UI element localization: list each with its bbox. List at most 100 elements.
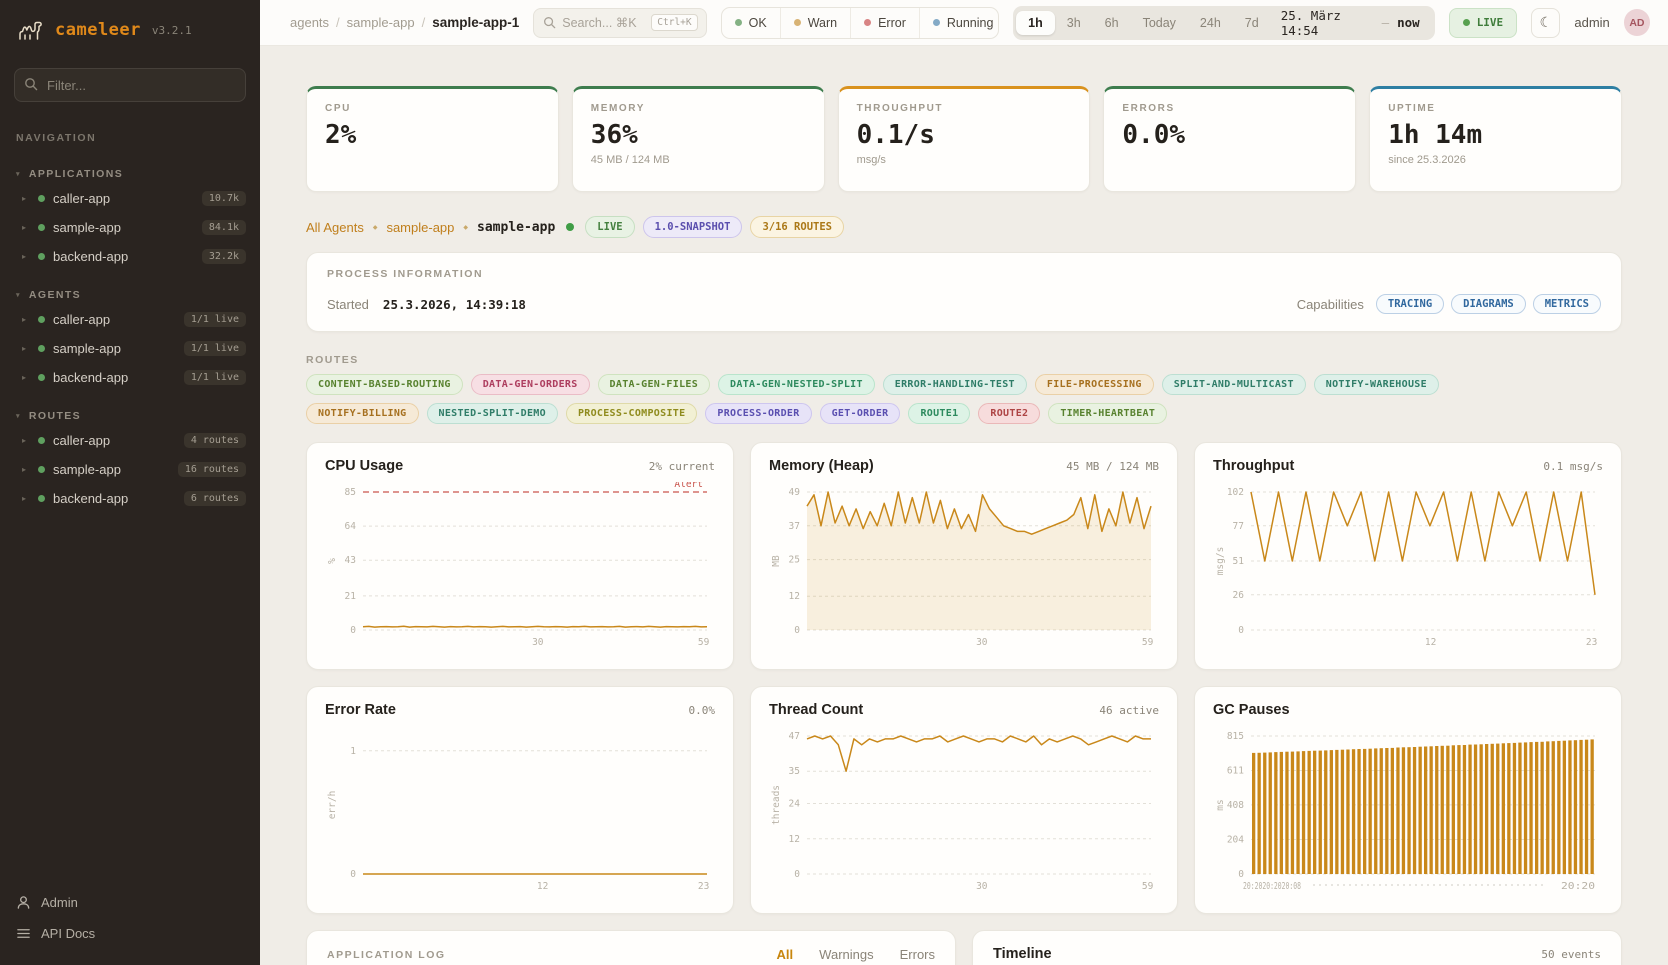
range-button-today[interactable]: Today (1142, 15, 1176, 30)
range-button-6h[interactable]: 6h (1104, 15, 1119, 30)
date-to: now (1397, 15, 1420, 30)
svg-text:611: 611 (1227, 766, 1244, 777)
application-log-header: APPLICATION LOG All Warnings Errors (307, 931, 955, 965)
svg-text:47: 47 (789, 731, 800, 742)
nav-section-label: AGENTS (28, 289, 82, 301)
breadcrumb-separator: / (336, 15, 340, 30)
chart-panel-thread-count: Thread Count 46 active 0 12 24 35 47 threads 30 5… (750, 686, 1178, 914)
route-chip-notify-billing[interactable]: NOTIFY-BILLING (306, 403, 419, 424)
time-range-group: 1h 3h 6h Today 24h 7d 25. März 14:54 — now (1013, 5, 1435, 40)
caret-down-icon: ▾ (16, 171, 21, 178)
route-chip-process-order[interactable]: PROCESS-ORDER (705, 403, 812, 424)
range-buttons: 1h 3h 6h Today 24h 7d (1016, 10, 1271, 35)
sidebar-filter (14, 68, 246, 102)
range-button-1h[interactable]: 1h (1016, 10, 1055, 35)
status-dot-icon (38, 374, 45, 381)
route-chip-data-gen-files[interactable]: DATA-GEN-FILES (597, 374, 711, 395)
status-filter-warn[interactable]: Warn (781, 7, 852, 38)
breadcrumb-sample-app-1[interactable]: sample-app-1 (432, 15, 520, 30)
sidebar-item-api-docs[interactable]: API Docs (16, 918, 244, 949)
route-chip-data-gen-orders[interactable]: DATA-GEN-ORDERS (470, 374, 590, 395)
sidebar-item-routes-sample-app[interactable]: ▸ sample-app 16 routes (0, 455, 260, 484)
status-filter-running[interactable]: Running (920, 8, 998, 38)
capability-pills: TRACING DIAGRAMS METRICS (1375, 294, 1601, 314)
user-name[interactable]: admin (1574, 15, 1610, 30)
range-button-3h[interactable]: 3h (1066, 15, 1081, 30)
status-filter-label: Error (878, 15, 906, 30)
route-chip-file-processing[interactable]: FILE-PROCESSING (1034, 374, 1154, 395)
agent-link-all-agents[interactable]: All Agents (306, 219, 364, 235)
agent-link-sample-app[interactable]: sample-app (386, 219, 455, 235)
chart-header: Error Rate 0.0% (325, 702, 715, 718)
nav-section-header-agents[interactable]: ▾ AGENTS (0, 285, 260, 305)
sidebar-item-routes-backend-app[interactable]: ▸ backend-app 6 routes (0, 484, 260, 513)
range-button-7d[interactable]: 7d (1244, 15, 1259, 30)
status-dot-icon (38, 466, 45, 473)
stats-row: CPU 2% MEMORY 36% 45 MB / 124 MB THROUGHPUT 0.… (306, 86, 1622, 192)
svg-text:102: 102 (1227, 487, 1244, 498)
chevron-right-icon: ▸ (22, 194, 27, 203)
route-chip-process-composite[interactable]: PROCESS-COMPOSITE (565, 403, 698, 424)
stat-label: THROUGHPUT (856, 103, 944, 114)
log-tab-warnings[interactable]: Warnings (819, 947, 874, 962)
status-filter-error[interactable]: Error (851, 7, 920, 38)
theme-toggle-button[interactable]: ☾ (1531, 7, 1561, 38)
route-chip-notify-warehouse[interactable]: NOTIFY-WAREHOUSE (1313, 374, 1439, 395)
stat-value: 1h 14m (1388, 120, 1483, 150)
nav-item-badge: 16 routes (177, 462, 246, 477)
route-chip-route2[interactable]: ROUTE2 (978, 403, 1041, 424)
agent-badge-1-0-snapshot: 1.0-SNAPSHOT (642, 216, 743, 238)
svg-text:MB: MB (771, 555, 782, 567)
status-dot-icon (38, 437, 45, 444)
route-chip-get-order[interactable]: GET-ORDER (819, 403, 901, 424)
sidebar-item-applications-sample-app[interactable]: ▸ sample-app 84.1k (0, 213, 260, 242)
svg-text:49: 49 (789, 487, 801, 498)
charts-grid: CPU Usage 2% current 0 21 43 64 85 Alert% 30 59 Me… (306, 442, 1622, 914)
app-name: cameleer (55, 20, 141, 40)
sidebar-item-applications-caller-app[interactable]: ▸ caller-app 10.7k (0, 184, 260, 213)
nav-item-name: caller-app (53, 312, 111, 327)
avatar[interactable]: AD (1623, 9, 1651, 36)
sidebar-item-agents-backend-app[interactable]: ▸ backend-app 1/1 live (0, 363, 260, 392)
nav-section-routes: ▾ ROUTES ▸ caller-app 4 routes ▸ sample-app 16 … (0, 406, 260, 513)
process-info-panel: PROCESS INFORMATION Started 25.3.2026, 1… (306, 252, 1622, 332)
breadcrumb-sample-app[interactable]: sample-app (346, 15, 415, 30)
svg-text:23: 23 (1586, 637, 1597, 648)
sidebar-footer: Admin API Docs (0, 881, 260, 965)
chart-panel-cpu-usage: CPU Usage 2% current 0 21 43 64 85 Alert% 30 59 (306, 442, 734, 670)
svg-text:23: 23 (698, 881, 709, 892)
route-chip-timer-heartbeat[interactable]: TIMER-HEARTBEAT (1048, 403, 1168, 424)
docs-icon (17, 929, 30, 938)
stat-label: ERRORS (1122, 103, 1175, 114)
nav-item-name: caller-app (53, 191, 111, 206)
search-input[interactable] (562, 15, 646, 30)
nav-section-header-routes[interactable]: ▾ ROUTES (0, 406, 260, 426)
svg-text:408: 408 (1227, 800, 1244, 811)
sidebar-item-routes-caller-app[interactable]: ▸ caller-app 4 routes (0, 426, 260, 455)
route-chip-error-handling-test[interactable]: ERROR-HANDLING-TEST (882, 374, 1027, 395)
caret-down-icon: ▾ (16, 413, 21, 420)
agent-separator: ◆ (372, 224, 378, 231)
filter-input[interactable] (14, 68, 246, 102)
nav-section-header-applications[interactable]: ▾ APPLICATIONS (0, 164, 260, 184)
sidebar-item-admin[interactable]: Admin (16, 887, 244, 918)
chevron-right-icon: ▸ (22, 494, 27, 503)
range-button-24h[interactable]: 24h (1199, 15, 1221, 30)
sidebar-item-agents-sample-app[interactable]: ▸ sample-app 1/1 live (0, 334, 260, 363)
chart-header: CPU Usage 2% current (325, 458, 715, 474)
live-badge[interactable]: LIVE (1448, 7, 1518, 38)
status-filter-ok[interactable]: OK (722, 7, 781, 38)
log-tab-errors[interactable]: Errors (899, 947, 935, 962)
route-chip-content-based-routing[interactable]: CONTENT-BASED-ROUTING (306, 374, 463, 395)
log-tab-all[interactable]: All (777, 947, 794, 965)
route-chip-data-gen-nested-split[interactable]: DATA-GEN-NESTED-SPLIT (718, 374, 875, 395)
logo-row: cameleer v3.2.1 (0, 0, 260, 58)
route-chip-nested-split-demo[interactable]: NESTED-SPLIT-DEMO (426, 403, 558, 424)
capability-badge-diagrams: DIAGRAMS (1451, 294, 1526, 314)
sidebar-item-agents-caller-app[interactable]: ▸ caller-app 1/1 live (0, 305, 260, 334)
sidebar-item-applications-backend-app[interactable]: ▸ backend-app 32.2k (0, 242, 260, 271)
capability-badge-metrics: METRICS (1532, 294, 1601, 314)
route-chip-route1[interactable]: ROUTE1 (908, 403, 971, 424)
breadcrumb-agents[interactable]: agents (290, 15, 330, 30)
route-chip-split-and-multicast[interactable]: SPLIT-AND-MULTICAST (1161, 374, 1306, 395)
